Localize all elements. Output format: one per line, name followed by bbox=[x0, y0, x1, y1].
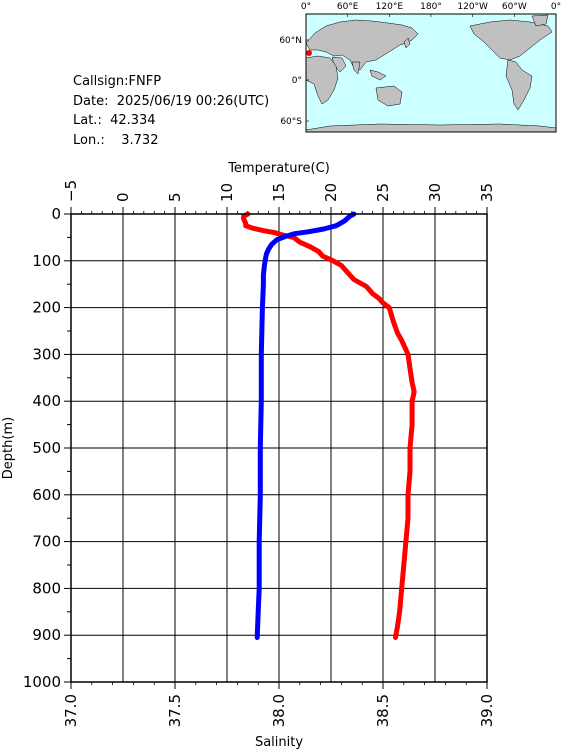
map-latitude-labels: 60°N 0° 60°S bbox=[279, 36, 309, 127]
temperature-tick-label: 25 bbox=[374, 183, 392, 202]
map-longitude-label: 120°W bbox=[457, 2, 488, 12]
latitude-text: Lat.: 42.334 bbox=[73, 113, 156, 128]
map-longitude-label: 0° bbox=[551, 2, 561, 12]
map-latitude-label: 0° bbox=[292, 76, 302, 86]
depth-tick-label: 700 bbox=[32, 533, 61, 551]
station-marker bbox=[306, 50, 312, 56]
salinity-axis: 37.0 37.5 38.0 38.5 39.0 bbox=[62, 682, 496, 727]
callsign-text: Callsign:FNFP bbox=[73, 74, 162, 89]
depth-tick-label: 300 bbox=[32, 345, 61, 363]
depth-tick-label: 0 bbox=[51, 205, 61, 223]
map-longitude-label: 180° bbox=[420, 2, 442, 12]
temperature-tick-label: 5 bbox=[166, 192, 184, 202]
temperature-tick-label: 0 bbox=[114, 192, 132, 202]
salinity-tick-label: 39.0 bbox=[478, 694, 496, 727]
map-longitude-label: 60°W bbox=[502, 2, 527, 12]
depth-tick-label: 400 bbox=[32, 392, 61, 410]
depth-tick-label: 800 bbox=[32, 579, 61, 597]
temperature-tick-label: 35 bbox=[478, 183, 496, 202]
map-longitude-label: 120°E bbox=[376, 2, 404, 12]
temperature-tick-label: 20 bbox=[322, 183, 340, 202]
map-frame: 0° 60°E 120°E 180° 120°W 60°W 0° 60°N 0° 60°S bbox=[279, 2, 561, 133]
temperature-line bbox=[254, 211, 357, 640]
map-longitude-labels: 0° 60°E 120°E 180° 120°W 60°W 0° bbox=[301, 2, 561, 17]
depth-axis: 0 100 200 300 400 500 600 700 800 900 1000 bbox=[23, 205, 71, 691]
chart-grid bbox=[70, 213, 488, 683]
salinity-tick-label: 38.0 bbox=[270, 694, 288, 727]
depth-tick-label: 900 bbox=[32, 626, 61, 644]
salinity-tick-label: 37.5 bbox=[166, 694, 184, 727]
depth-tick-label: 600 bbox=[32, 486, 61, 504]
map-longitude-label: 0° bbox=[301, 2, 311, 12]
depth-tick-label: 1000 bbox=[23, 673, 61, 691]
profile-chart: −5 0 5 10 15 20 25 30 35 37.0 37.5 38.0 38.5 39.0 01… bbox=[1, 161, 496, 750]
depth-axis-title: Depth(m) bbox=[1, 417, 16, 479]
station-info: Callsign:FNFP Date: 2025/06/19 00:26(UTC… bbox=[73, 72, 269, 150]
salinity-axis-title: Salinity bbox=[255, 735, 303, 750]
temperature-tick-label: −5 bbox=[62, 180, 80, 202]
longitude-text: Lon.: 3.732 bbox=[73, 132, 159, 148]
map-longitude-label: 60°E bbox=[337, 2, 359, 12]
salinity-tick-label: 38.5 bbox=[374, 694, 392, 727]
temperature-axis-title: Temperature(C) bbox=[227, 161, 330, 176]
depth-tick-label: 500 bbox=[32, 439, 61, 457]
date-text: Date: 2025/06/19 00:26(UTC) bbox=[73, 93, 270, 109]
temperature-tick-label: 15 bbox=[270, 183, 288, 202]
map-latitude-label: 60°N bbox=[279, 36, 302, 46]
temperature-tick-label: 30 bbox=[426, 183, 444, 202]
series-layer bbox=[241, 211, 417, 640]
depth-tick-label: 100 bbox=[32, 252, 61, 270]
land-masses bbox=[305, 14, 557, 133]
salinity-tick-label: 37.0 bbox=[62, 694, 80, 727]
depth-tick-label: 200 bbox=[32, 299, 61, 317]
salinity-line bbox=[241, 211, 417, 640]
map-latitude-label: 60°S bbox=[280, 117, 302, 127]
temperature-tick-label: 10 bbox=[218, 183, 236, 202]
temperature-axis: −5 0 5 10 15 20 25 30 35 bbox=[62, 180, 496, 214]
